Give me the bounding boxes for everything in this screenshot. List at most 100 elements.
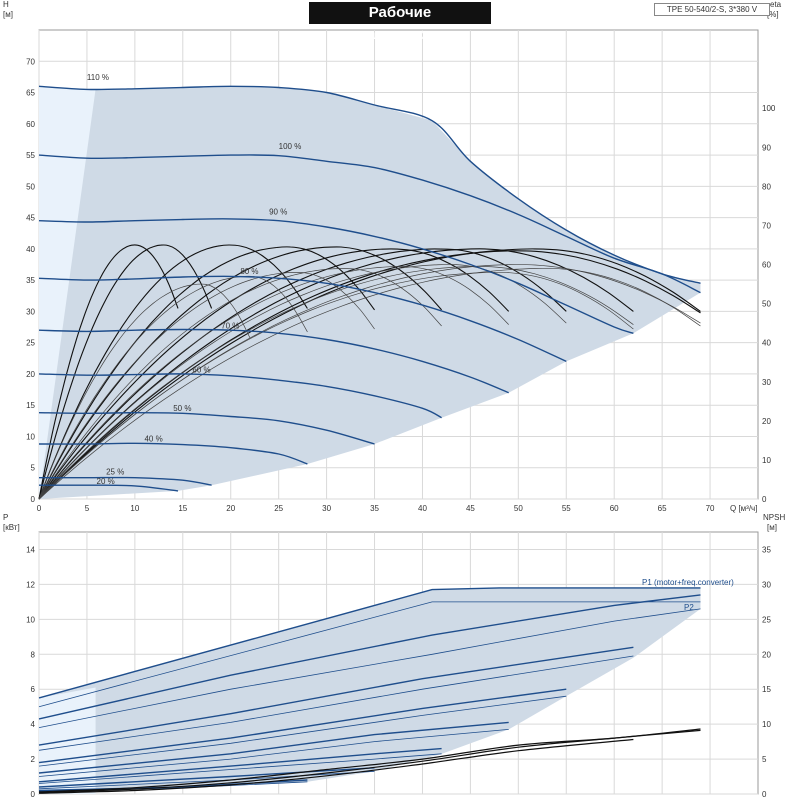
- y-left-tick-label: 14: [26, 545, 35, 554]
- power-curve: [38, 767, 375, 788]
- efficiency-curve: [38, 250, 701, 500]
- y-left-tick-label: 5: [31, 464, 36, 473]
- y-left-tick-label: 25: [26, 339, 35, 348]
- head-curve: [38, 373, 442, 419]
- head-curve: [38, 442, 308, 465]
- y-left-tick-label: 15: [26, 401, 35, 410]
- x-tick-label: 50: [514, 504, 523, 513]
- y-left-axis-unit: [м]: [3, 10, 13, 19]
- top-operating-region: [39, 86, 701, 499]
- y-left-tick-label: 50: [26, 182, 35, 191]
- efficiency-curve: [38, 248, 701, 500]
- y-right-tick-label: 90: [762, 143, 771, 152]
- head-curve: [38, 154, 701, 294]
- efficiency-curve: [38, 266, 634, 500]
- y-right-tick-label: 20: [762, 650, 771, 659]
- power-curve: [38, 587, 701, 699]
- x-tick-label: 20: [226, 504, 235, 513]
- y-right-axis-label: eta: [770, 0, 782, 9]
- y-left-tick-label: 40: [26, 245, 35, 254]
- y-left-tick-label: 2: [31, 755, 36, 764]
- efficiency-curve: [38, 246, 375, 500]
- efficiency-curve: [38, 275, 308, 500]
- y-right-tick-label: 20: [762, 417, 771, 426]
- x-tick-label: 25: [274, 504, 283, 513]
- x-tick-label: 45: [466, 504, 475, 513]
- power-curve: [38, 646, 634, 746]
- head-curve-label: 80 %: [240, 267, 258, 276]
- head-curve: [38, 328, 509, 394]
- efficiency-curve: [38, 268, 442, 500]
- x-axis-label: Q [м³/ч]: [730, 504, 757, 513]
- power-curve: [38, 688, 567, 764]
- y-left-tick-label: 55: [26, 151, 35, 160]
- series-label-p1: P1 (motor+freq.converter): [642, 578, 734, 587]
- efficiency-curve: [38, 283, 251, 500]
- y-left-tick-label: 8: [31, 650, 36, 659]
- head-curve-label: 40 %: [144, 434, 162, 443]
- y-right-tick-label: 15: [762, 685, 771, 694]
- efficiency-curve: [38, 268, 701, 500]
- head-curve-label: 110 %: [87, 73, 109, 82]
- y-left-axis-label: P: [3, 513, 8, 522]
- y-left-tick-label: 35: [26, 276, 35, 285]
- y-left-tick-label: 12: [26, 580, 35, 589]
- power-curve: [38, 601, 701, 708]
- head-curve-label: 20 %: [97, 477, 115, 486]
- y-right-tick-label: 35: [762, 545, 771, 554]
- efficiency-curve: [38, 244, 213, 500]
- y-left-tick-label: 10: [26, 615, 35, 624]
- pump-model-label: TPE 50-540/2-S, 3*380 V: [654, 3, 770, 16]
- y-left-tick-label: 0: [31, 790, 36, 799]
- y-left-tick-label: 4: [31, 720, 36, 729]
- y-right-axis-unit: [%]: [767, 10, 779, 19]
- y-right-tick-label: 30: [762, 378, 771, 387]
- y-right-tick-label: 10: [762, 720, 771, 729]
- head-curve-label: 50 %: [173, 404, 191, 413]
- y-right-tick-label: 0: [762, 495, 767, 504]
- power-curve: [38, 655, 634, 751]
- power-curve: [38, 594, 701, 720]
- y-left-tick-label: 20: [26, 370, 35, 379]
- efficiency-curve: [38, 246, 443, 500]
- head-curve-label: 60 %: [192, 366, 210, 375]
- power-curve: [38, 753, 442, 784]
- head-curve: [38, 275, 567, 363]
- npsh-curve: [38, 729, 701, 794]
- chart-title: Рабочие характеристики: [309, 2, 491, 43]
- power-curve: [38, 747, 442, 783]
- y-right-tick-label: 10: [762, 456, 771, 465]
- y-left-axis-unit: [кВт]: [3, 523, 20, 532]
- head-curve-label: 70 %: [221, 321, 239, 330]
- y-right-tick-label: 80: [762, 182, 771, 191]
- head-curve-label: 100 %: [279, 142, 302, 151]
- head-curve: [38, 218, 634, 334]
- y-right-tick-label: 0: [762, 790, 767, 799]
- efficiency-curve: [38, 271, 375, 500]
- y-left-tick-label: 65: [26, 89, 35, 98]
- y-left-tick-label: 70: [26, 57, 35, 66]
- y-right-tick-label: 25: [762, 615, 771, 624]
- head-curve: [38, 476, 212, 486]
- y-left-axis-label: H: [3, 0, 9, 9]
- bottom-operating-region: [39, 587, 701, 794]
- y-right-tick-label: 70: [762, 221, 771, 230]
- x-tick-label: 65: [658, 504, 667, 513]
- efficiency-curve: [38, 248, 567, 500]
- efficiency-curve: [38, 266, 509, 500]
- x-tick-label: 10: [130, 504, 139, 513]
- y-right-tick-label: 50: [762, 300, 771, 309]
- y-left-tick-label: 10: [26, 432, 35, 441]
- top-light-region: [39, 86, 96, 499]
- x-tick-label: 40: [418, 504, 427, 513]
- y-right-axis-label: NPSH: [763, 513, 785, 522]
- y-right-axis-unit: [м]: [767, 523, 777, 532]
- head-curve: [38, 484, 179, 492]
- x-tick-label: 5: [85, 504, 90, 513]
- x-tick-label: 70: [706, 504, 715, 513]
- head-curve: [38, 85, 701, 284]
- x-tick-label: 55: [562, 504, 571, 513]
- y-right-tick-label: 40: [762, 339, 771, 348]
